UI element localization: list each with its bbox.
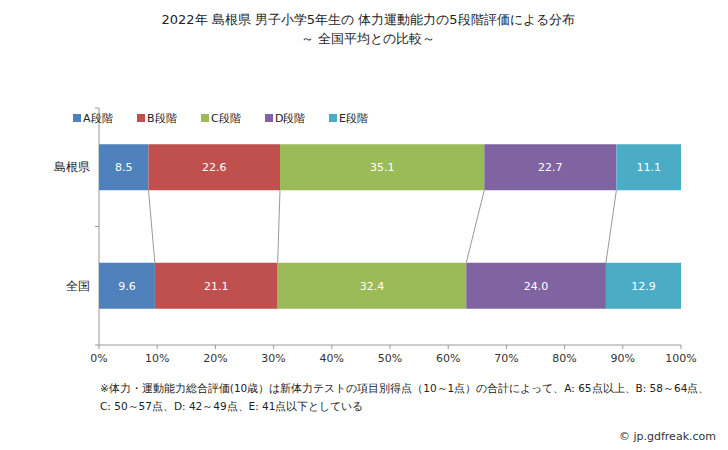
subtitle: ～ 全国平均との比較～: [301, 31, 435, 46]
data-label: 24.0: [524, 280, 549, 293]
x-tick: [390, 345, 391, 349]
x-tick: [157, 345, 158, 349]
legend-label: A段階: [83, 112, 113, 125]
legend-swatch: [201, 114, 209, 122]
legend-swatch: [137, 114, 145, 122]
bar: [466, 263, 606, 309]
x-tick: [215, 345, 216, 349]
data-labels: 8.5 22.6 35.1 22.7 11.1 9.6 21.1 32.4 24.0 12.9: [115, 161, 661, 293]
x-tick-label: 80%: [552, 352, 576, 365]
category-label: 島根県: [54, 160, 90, 174]
legend-swatch: [73, 114, 81, 122]
footnote: ※体力・運動能力総合評価(10歳）は新体力テストの項目別得点（10～1点）の合計…: [100, 382, 709, 394]
bar: [99, 144, 148, 190]
x-tick-label: 0%: [90, 352, 107, 365]
data-label: 21.1: [204, 280, 229, 293]
plot-area: [99, 144, 681, 309]
legend-label: B段階: [147, 112, 177, 125]
y-tick: [95, 226, 99, 227]
x-tick: [273, 345, 274, 349]
data-label: 22.7: [538, 161, 563, 174]
x-tick: [622, 345, 623, 349]
title: 2022年 島根県 男子小学5年生の 体力運動能力の5段階評価による分布: [161, 12, 574, 27]
bar: [606, 263, 681, 309]
x-tick: [331, 345, 332, 349]
x-tick-label: 40%: [320, 352, 344, 365]
x-tick: [681, 345, 682, 349]
data-label: 35.1: [370, 161, 395, 174]
bar: [155, 263, 278, 309]
x-tick-label: 90%: [611, 352, 635, 365]
bar: [99, 263, 155, 309]
x-tick: [564, 345, 565, 349]
data-label: 32.4: [360, 280, 385, 293]
x-tick-label: 100%: [665, 352, 696, 365]
source: © jp.gdfreak.com: [619, 430, 716, 443]
legend-swatch: [329, 114, 337, 122]
connector-line: [278, 190, 280, 263]
x-tick: [99, 345, 100, 349]
legend-label: D段階: [275, 112, 305, 125]
x-tick: [448, 345, 449, 349]
legend-label: C段階: [211, 112, 241, 125]
data-label: 22.6: [202, 161, 227, 174]
x-tick-label: 10%: [145, 352, 169, 365]
footnote: C: 50～57点、D: 42～49点、E: 41点以下としている: [100, 400, 363, 412]
legend-label: E段階: [339, 112, 368, 125]
connector-line: [148, 190, 154, 263]
x-tick-label: 70%: [494, 352, 518, 365]
category-label: 全国: [66, 279, 90, 293]
x-tick: [506, 345, 507, 349]
bar: [484, 144, 616, 190]
y-tick: [95, 108, 99, 109]
connector-line: [466, 190, 484, 263]
data-label: 8.5: [115, 161, 133, 174]
connector-line: [606, 190, 616, 263]
data-label: 12.9: [631, 280, 656, 293]
data-label: 9.6: [118, 280, 136, 293]
legend-swatch: [265, 114, 273, 122]
x-tick-label: 20%: [203, 352, 227, 365]
x-tick-label: 60%: [436, 352, 460, 365]
bar: [616, 144, 681, 190]
chart: 2022年 島根県 男子小学5年生の 体力運動能力の5段階評価による分布 ～ 全国…: [0, 0, 728, 450]
bar: [148, 144, 280, 190]
x-tick-label: 50%: [378, 352, 402, 365]
data-label: 11.1: [636, 161, 661, 174]
x-tick-label: 30%: [261, 352, 285, 365]
y-tick: [95, 345, 99, 346]
bar: [280, 144, 484, 190]
bar: [278, 263, 467, 309]
